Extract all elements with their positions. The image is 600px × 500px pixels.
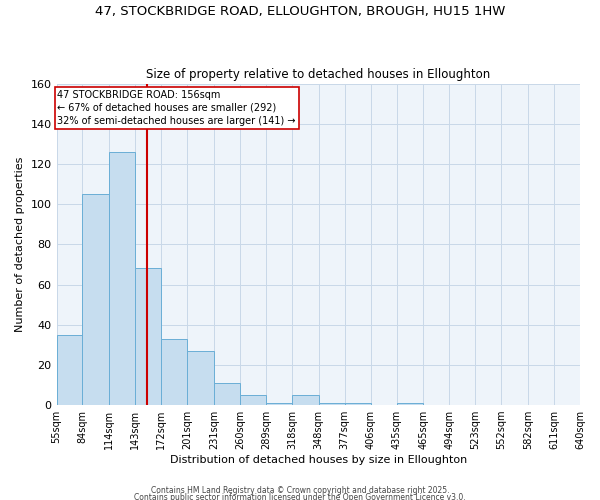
Bar	[135, 268, 161, 405]
Bar	[214, 383, 240, 405]
Text: 47, STOCKBRIDGE ROAD, ELLOUGHTON, BROUGH, HU15 1HW: 47, STOCKBRIDGE ROAD, ELLOUGHTON, BROUGH…	[95, 5, 505, 18]
Bar	[109, 152, 135, 405]
Title: Size of property relative to detached houses in Elloughton: Size of property relative to detached ho…	[146, 68, 490, 81]
Text: Contains HM Land Registry data © Crown copyright and database right 2025.: Contains HM Land Registry data © Crown c…	[151, 486, 449, 495]
Bar	[82, 194, 109, 405]
Y-axis label: Number of detached properties: Number of detached properties	[15, 156, 25, 332]
Bar	[56, 334, 82, 405]
Bar	[397, 403, 424, 405]
Text: Contains public sector information licensed under the Open Government Licence v3: Contains public sector information licen…	[134, 494, 466, 500]
Bar	[266, 403, 292, 405]
X-axis label: Distribution of detached houses by size in Elloughton: Distribution of detached houses by size …	[170, 455, 467, 465]
Bar	[292, 395, 319, 405]
Text: 47 STOCKBRIDGE ROAD: 156sqm
← 67% of detached houses are smaller (292)
32% of se: 47 STOCKBRIDGE ROAD: 156sqm ← 67% of det…	[58, 90, 296, 126]
Bar	[240, 395, 266, 405]
Bar	[161, 339, 187, 405]
Bar	[319, 403, 344, 405]
Bar	[187, 351, 214, 405]
Bar	[344, 403, 371, 405]
